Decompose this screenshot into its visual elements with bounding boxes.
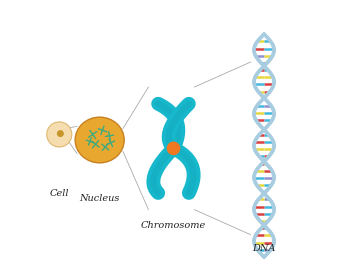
Text: Nucleus: Nucleus — [79, 194, 120, 203]
Circle shape — [47, 122, 72, 147]
Circle shape — [167, 142, 180, 155]
Text: Chromosome: Chromosome — [141, 221, 206, 230]
Circle shape — [58, 131, 63, 136]
Text: Cell: Cell — [50, 189, 69, 198]
Text: DNA: DNA — [252, 244, 276, 253]
Ellipse shape — [75, 117, 124, 163]
